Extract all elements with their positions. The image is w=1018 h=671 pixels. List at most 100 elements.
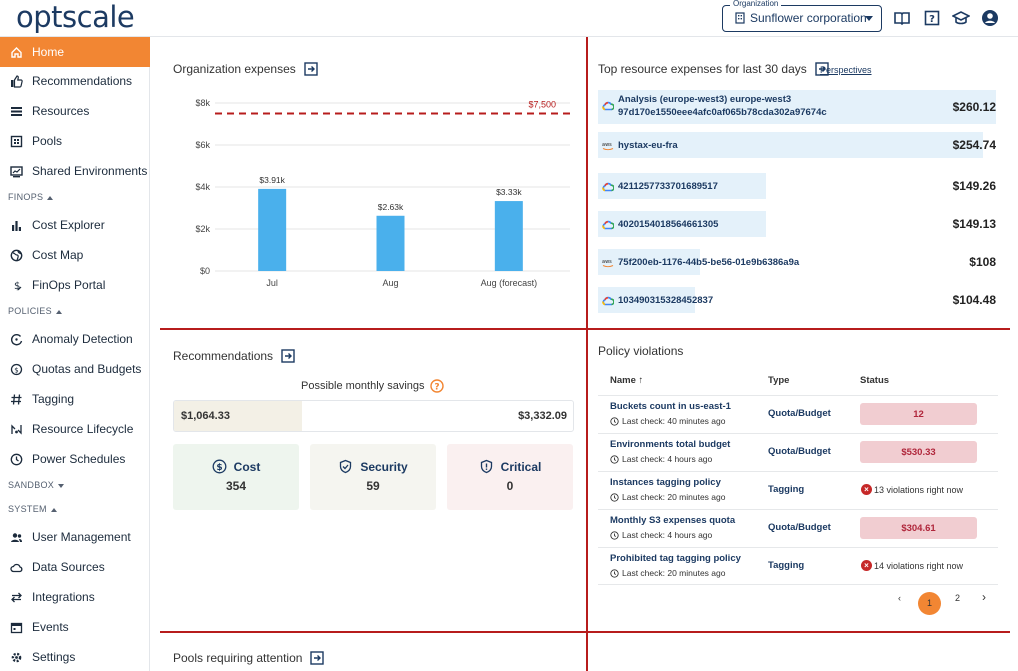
open-link-icon[interactable] (310, 651, 325, 665)
sidebar-item-events[interactable]: Events (0, 612, 150, 642)
prev-page-button[interactable]: ‹ (898, 593, 901, 603)
policy-name-link[interactable]: Prohibited tag tagging policy (610, 553, 741, 564)
open-link-icon[interactable] (304, 62, 318, 76)
expense-resource-name[interactable]: 103490315328452837 (618, 294, 713, 307)
chevron-down-icon (58, 483, 65, 488)
page-2-button[interactable]: 2 (955, 593, 961, 603)
perspectives-link[interactable]: Perspectives (820, 65, 872, 75)
expense-resource-name[interactable]: 4211257733701689517 (618, 180, 718, 193)
last-check: Last check: 4 hours ago (610, 530, 712, 540)
sidebar-item-cost-explorer[interactable]: Cost Explorer (0, 210, 150, 240)
expense-resource-name[interactable]: 4020154018564661305 (618, 218, 718, 231)
top-header: optscale Organization Sunflower corporat… (0, 0, 1018, 37)
sidebar-item-label: Events (32, 620, 69, 634)
policy-name-link[interactable]: Monthly S3 expenses quota (610, 515, 736, 526)
clock-icon (610, 416, 619, 426)
shield-check-icon (340, 459, 352, 474)
policy-name-link[interactable]: Buckets count in us-east-1 (610, 401, 731, 412)
sidebar-item-finops-portal[interactable]: $ FinOps Portal (0, 270, 150, 300)
help-icon[interactable]: ? (923, 9, 941, 27)
security-card[interactable]: Security 59 (310, 444, 436, 510)
policy-name-link[interactable]: Environments total budget (610, 439, 731, 450)
expense-value: $108 (969, 255, 996, 269)
policy-type: Quota/Budget (768, 408, 831, 419)
org-expenses-title[interactable]: Organization expenses (173, 62, 318, 76)
pools-icon (9, 134, 23, 148)
list-icon (9, 104, 23, 118)
sidebar-item-shared-environments[interactable]: Shared Environments (0, 156, 150, 186)
section-sandbox[interactable]: SANDBOX (8, 480, 65, 490)
panel-divider (586, 37, 588, 671)
expense-value: $254.74 (952, 138, 996, 152)
shield-alert-icon (480, 459, 492, 474)
account-icon[interactable] (981, 9, 999, 27)
optscale-logo[interactable]: optscale (16, 0, 135, 34)
expense-resource-name-line: hystax-eu-fra (618, 140, 678, 151)
last-check: Last check: 20 minutes ago (610, 568, 725, 578)
panel-divider (160, 328, 1010, 330)
page-1-button[interactable]: 1 (918, 592, 941, 615)
expense-value: $104.48 (952, 293, 996, 307)
expense-row[interactable]: Analysis (europe-west3) europe-west3 97d1… (598, 90, 996, 124)
bar (258, 188, 287, 271)
savings-label: Possible monthly savings (301, 380, 425, 392)
book-icon[interactable] (893, 9, 911, 27)
column-header-status: Status (860, 375, 890, 386)
sidebar-item-power-schedules[interactable]: Power Schedules (0, 444, 150, 474)
graduation-cap-icon[interactable] (952, 9, 970, 27)
cost-card[interactable]: $ Cost 354 (173, 444, 299, 510)
pools-attention-title[interactable]: Pools requiring attention (173, 651, 325, 665)
panel-title-text: Organization expenses (173, 62, 296, 76)
chevron-up-icon (55, 309, 62, 314)
expense-resource-name[interactable]: 75f200eb-1176-44b5-be56-01e9b6386a9a (618, 256, 799, 269)
column-header-name[interactable]: Name ↑ (610, 375, 643, 386)
policy-name-link[interactable]: Instances tagging policy (610, 477, 721, 488)
y-tick-label: $6k (195, 140, 210, 150)
expense-row[interactable]: 4020154018564661305 $149.13 (598, 211, 996, 237)
expense-row[interactable]: 103490315328452837 $104.48 (598, 287, 996, 313)
sidebar-item-pools[interactable]: Pools (0, 126, 150, 156)
critical-card[interactable]: Critical 0 (447, 444, 573, 510)
clock-icon (610, 492, 619, 502)
section-finops[interactable]: FINOPS (8, 192, 54, 202)
sidebar-item-resource-lifecycle[interactable]: Resource Lifecycle (0, 414, 150, 444)
savings-progress-fill (174, 401, 302, 431)
top-expenses-title[interactable]: Top resource expenses for last 30 days (598, 62, 829, 76)
last-check-text: Last check: 20 minutes ago (622, 492, 726, 502)
sidebar-item-settings[interactable]: Settings (0, 642, 150, 671)
organization-selector[interactable]: Organization Sunflower corporation (722, 0, 882, 32)
sidebar-item-integrations[interactable]: Integrations (0, 582, 150, 612)
sidebar-item-quotas-and-budgets[interactable]: $ Quotas and Budgets (0, 354, 150, 384)
error-icon: × (861, 560, 872, 571)
expense-row[interactable]: aws hystax-eu-fra $254.74 (598, 132, 996, 158)
expense-resource-name-line: 75f200eb-1176-44b5-be56-01e9b6386a9a (618, 257, 800, 268)
sidebar-item-resources[interactable]: Resources (0, 96, 150, 126)
sidebar-item-tagging[interactable]: Tagging (0, 384, 150, 414)
sidebar-item-data-sources[interactable]: Data Sources (0, 552, 150, 582)
sidebar-item-anomaly-detection[interactable]: Anomaly Detection (0, 324, 150, 354)
last-check: Last check: 4 hours ago (610, 454, 712, 464)
table-row: Monthly S3 expenses quota Last check: 4 h… (598, 509, 998, 547)
open-link-icon[interactable] (281, 349, 295, 363)
recommendations-title[interactable]: Recommendations (173, 349, 295, 363)
section-system[interactable]: SYSTEM (8, 504, 57, 514)
sidebar-item-recommendations[interactable]: Recommendations (0, 66, 150, 96)
expense-resource-name-line: 4211257733701689517 (618, 181, 718, 192)
panel-divider (160, 631, 1010, 633)
open-link-icon[interactable] (815, 62, 829, 76)
sidebar-item-cost-map[interactable]: Cost Map (0, 240, 150, 270)
y-tick-label: $2k (195, 224, 210, 234)
expense-resource-name[interactable]: Analysis (europe-west3) europe-west3 97d1… (618, 93, 827, 119)
card-count: 354 (225, 479, 247, 493)
section-label: SYSTEM (8, 504, 47, 514)
next-page-button[interactable]: › (982, 590, 986, 604)
svg-text:aws: aws (602, 142, 612, 148)
expense-row[interactable]: 4211257733701689517 $149.26 (598, 173, 996, 199)
expense-row[interactable]: aws 75f200eb-1176-44b5-be56-01e9b6386a9a $… (598, 249, 996, 275)
sidebar-item-user-management[interactable]: User Management (0, 522, 150, 552)
sidebar-item-home[interactable]: Home (0, 37, 150, 67)
expense-resource-name[interactable]: hystax-eu-fra (618, 139, 678, 152)
y-tick-label: $8k (195, 98, 210, 108)
question-icon[interactable]: ? (430, 379, 444, 393)
section-policies[interactable]: POLICIES (8, 306, 62, 316)
